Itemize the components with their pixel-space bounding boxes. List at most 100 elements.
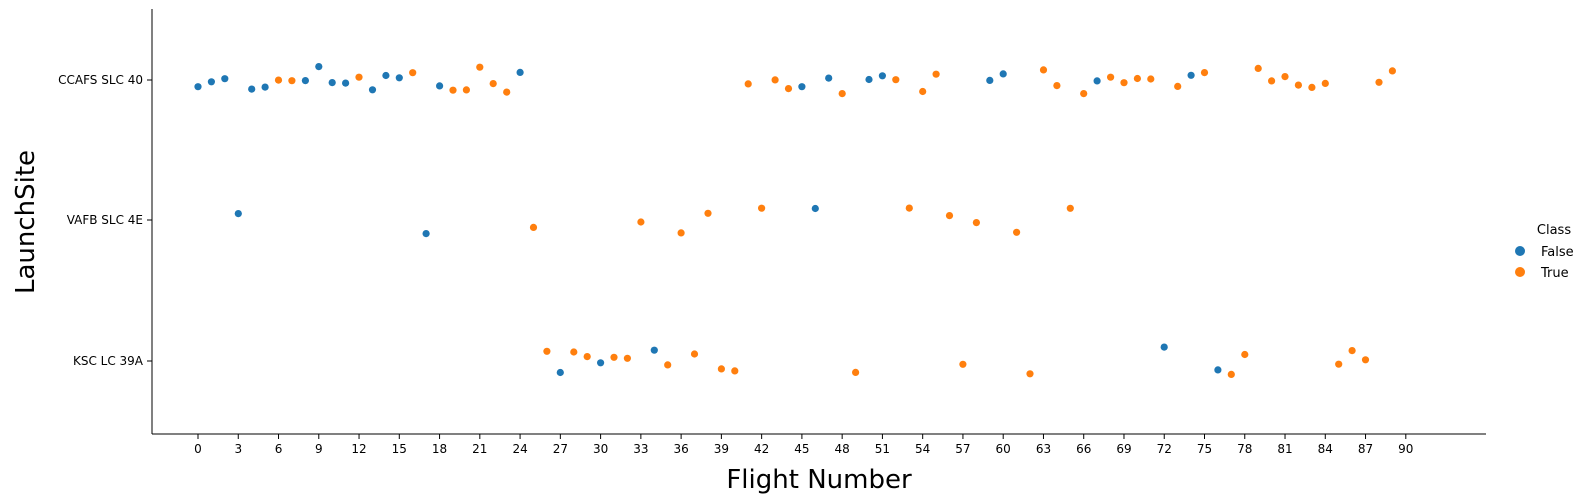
x-tick-label: 66 [1076,442,1091,456]
data-point [731,367,739,375]
data-point [1388,67,1396,75]
data-point [784,85,793,93]
data-point [878,72,887,80]
data-point [1335,360,1343,368]
y-tick-label: CCAFS SLC 40 [58,73,143,87]
data-point [1361,356,1370,364]
data-point [972,219,981,227]
x-tick-label: 54 [915,442,930,456]
data-point [1013,228,1021,236]
data-point [516,68,524,76]
legend-title: Class [1537,223,1571,238]
data-point [852,368,860,376]
data-point [597,359,605,367]
data-points [194,63,1396,378]
legend-marker-false [1515,246,1525,256]
x-tick-label: 12 [351,442,366,456]
data-point [583,353,591,361]
data-point [543,347,551,355]
data-point [301,77,309,85]
data-point [610,353,618,361]
data-point [409,69,417,77]
data-point [328,79,336,87]
data-point [556,368,564,377]
x-tick-label: 78 [1237,442,1252,456]
data-point [529,223,538,231]
data-point [503,88,511,96]
legend-label-false: False [1541,245,1574,260]
x-tick-label: 9 [315,442,323,456]
data-point [1281,73,1289,81]
x-tick-label: 30 [593,442,608,456]
x-tick-label: 3 [234,442,242,456]
data-point [1321,79,1329,87]
data-point [892,76,900,84]
data-point [865,75,873,84]
x-tick-label: 69 [1116,442,1131,456]
data-point [194,83,202,91]
data-point [1254,64,1262,72]
x-tick-label: 48 [835,442,850,456]
data-point [1120,79,1128,87]
data-point [1200,69,1209,77]
data-point [744,80,752,88]
data-point [999,70,1007,78]
data-point [717,365,726,373]
y-axis-title: LaunchSite [11,150,41,294]
x-tick-label: 72 [1157,442,1172,456]
data-point [449,86,457,94]
x-tick-label: 84 [1318,442,1333,456]
x-tick-label: 27 [553,442,568,456]
data-point [798,83,806,91]
data-point [690,350,699,358]
data-point [261,83,269,91]
data-point [932,70,940,78]
data-point [355,73,363,81]
data-point [248,85,256,93]
data-point [1133,74,1141,83]
data-point [1227,370,1235,378]
data-point [825,74,833,82]
data-point [1080,90,1088,98]
data-point [959,360,967,368]
x-tick-label: 60 [996,442,1011,456]
data-point [422,230,430,238]
data-point [838,90,846,98]
legend-marker-true [1515,267,1525,277]
x-tick-label: 87 [1358,442,1373,456]
y-tick-label: KSC LC 39A [73,354,144,368]
data-point [489,80,497,88]
data-point [1174,82,1182,90]
data-point [570,348,578,356]
data-point [986,76,994,84]
x-tick-label: 39 [714,442,729,456]
data-point [811,204,819,213]
data-point [476,63,484,71]
data-point [1241,350,1249,359]
data-point [1147,75,1155,83]
x-tick-label: 6 [275,442,283,456]
data-point [758,204,766,212]
data-point [637,218,645,226]
data-point [1053,82,1061,90]
y-axis-ticks: CCAFS SLC 40 VAFB SLC 4E KSC LC 39A [58,73,152,368]
data-point [1348,347,1356,355]
x-tick-label: 45 [794,442,809,456]
x-tick-label: 36 [673,442,688,456]
data-point [1308,83,1316,91]
x-tick-label: 15 [392,442,407,456]
x-tick-label: 0 [194,442,202,456]
data-point [274,76,283,84]
data-point [1093,77,1101,85]
data-point [342,79,350,87]
data-point [704,209,712,217]
data-point [234,210,242,218]
x-tick-label: 51 [875,442,890,456]
data-point [1375,78,1383,86]
data-point [1214,366,1222,374]
x-tick-label: 75 [1197,442,1212,456]
x-axis-ticks: 0 3 6 9 12 15 18 21 24 27 30 33 36 39 42 45 48 51 54 57 60 63… [194,434,1413,456]
data-point [1066,204,1074,212]
data-point [462,86,470,94]
x-tick-label: 18 [432,442,447,456]
